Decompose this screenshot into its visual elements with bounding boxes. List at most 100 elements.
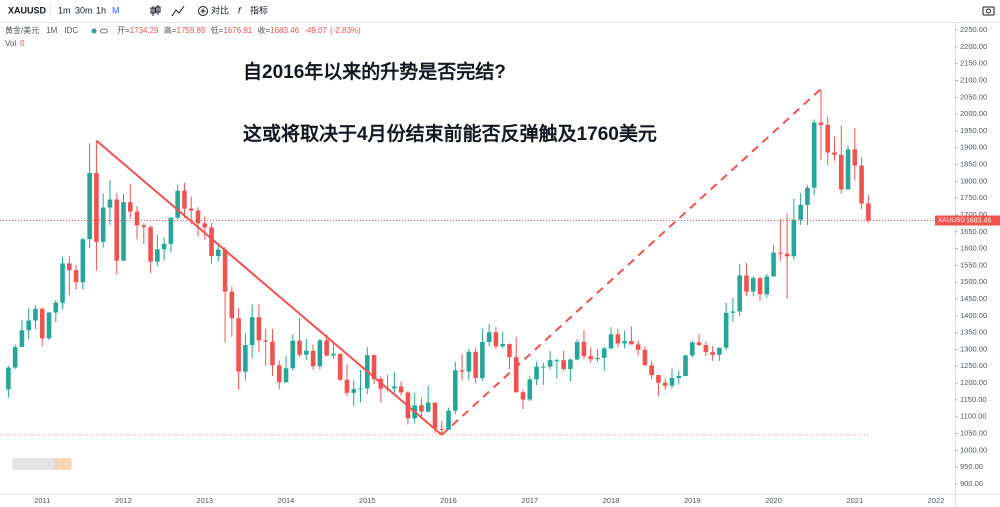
candle-body (683, 355, 688, 376)
interval-button[interactable]: 30m (75, 5, 93, 15)
candle-body (331, 353, 336, 356)
candle-body (669, 378, 675, 386)
candle-body (351, 389, 357, 393)
candle-body (94, 172, 99, 242)
interval-button[interactable]: M (112, 5, 120, 15)
candle-body (270, 341, 275, 366)
candle-body (520, 392, 526, 400)
change: -49.07 (304, 26, 327, 35)
candle-body (527, 379, 533, 400)
y-tick-label: 1500.00 (960, 277, 987, 286)
symbol[interactable]: XAUUSD (8, 5, 47, 15)
candle-body (19, 330, 25, 348)
candle-body (425, 402, 431, 412)
candle-body (121, 202, 126, 261)
candle-body (168, 217, 174, 244)
candle-body (473, 351, 478, 379)
y-tick-label: 1750.00 (960, 193, 987, 202)
y-tick-label: 1600.00 (960, 244, 987, 253)
candle-body (446, 410, 451, 430)
candle-body (486, 332, 492, 343)
candle-body (818, 122, 824, 125)
candle-body (574, 342, 580, 360)
annotation: 这或将取决于4月份结束前能否反弹触及1760美元 (243, 122, 657, 145)
y-tick-label: 1050.00 (960, 428, 987, 437)
y-tick-label: 1650.00 (960, 227, 987, 236)
candle-body (107, 199, 113, 208)
candle-body (310, 350, 316, 367)
price-tag (935, 215, 1000, 226)
candle-body (317, 340, 323, 367)
candle-body (656, 374, 661, 383)
candle-body (161, 243, 167, 250)
candle-body (290, 340, 296, 369)
candle-body (46, 312, 52, 339)
candle-body (601, 348, 607, 358)
candle-body (744, 275, 749, 292)
candle-body (595, 357, 600, 360)
candle-body (87, 172, 92, 240)
eye-icon[interactable] (100, 28, 108, 34)
chart-type-buttons[interactable] (150, 5, 185, 17)
candle-body (764, 276, 770, 295)
y-tick-label: 1850.00 (960, 160, 987, 169)
candle-body (547, 360, 553, 367)
candle-body (33, 308, 38, 321)
indicators-icon[interactable]: f (238, 5, 242, 15)
trend-line (441, 88, 822, 436)
ohlc-value: 1734.29 (130, 26, 159, 35)
ohlc-value: 1676.91 (223, 26, 252, 35)
candle-body (222, 249, 228, 292)
candle-body (798, 204, 803, 220)
y-tick-label: 2100.00 (960, 75, 987, 84)
candle-body (432, 402, 438, 429)
candle-body (635, 344, 641, 350)
candle-body (676, 375, 682, 379)
candle-body (642, 349, 648, 366)
interval-button[interactable]: 1h (96, 5, 106, 15)
candle-body (439, 428, 445, 430)
candle-body (60, 263, 65, 303)
watermark (54, 458, 72, 470)
candle-body (344, 379, 350, 393)
y-tick-label: 2250.00 (960, 25, 987, 34)
compare-button[interactable]: 对比 (211, 4, 229, 15)
y-tick-label: 1300.00 (960, 344, 987, 353)
compare-icon[interactable] (198, 6, 208, 16)
legend-interval: 1M (46, 26, 57, 35)
candle-body (568, 359, 573, 369)
x-tick-label: 2020 (765, 496, 782, 505)
candle-body (581, 342, 587, 357)
candle-body (453, 370, 458, 411)
snapshot-button[interactable] (982, 6, 995, 16)
candle-body (324, 340, 329, 356)
x-tick-label: 2019 (684, 496, 701, 505)
candle-body (588, 356, 594, 360)
interval-button[interactable]: 1m (58, 5, 71, 15)
y-tick-label: 1550.00 (960, 260, 987, 269)
candle-body (114, 199, 120, 261)
price-tag-symbol: XAUUSD (938, 217, 965, 224)
candle-body (358, 388, 363, 390)
candle-body (263, 340, 268, 342)
candle-body (622, 341, 627, 344)
candle-body (243, 345, 248, 372)
x-tick-label: 2017 (521, 496, 538, 505)
x-tick-label: 2015 (359, 496, 376, 505)
candle-body (507, 344, 512, 358)
candle-body (757, 278, 763, 295)
x-tick-label: 2018 (603, 496, 620, 505)
volume-label: Vol (5, 39, 16, 48)
candle-body (297, 340, 302, 355)
candle-body (195, 210, 201, 224)
candle-body (188, 208, 194, 211)
indicators-button[interactable]: 指标 (250, 4, 268, 15)
y-tick-label: 1100.00 (960, 412, 987, 421)
candle-body (182, 190, 187, 209)
candle-body (419, 405, 424, 412)
candle-body (141, 225, 147, 228)
candle-body (466, 351, 472, 372)
candle-body (750, 278, 756, 292)
